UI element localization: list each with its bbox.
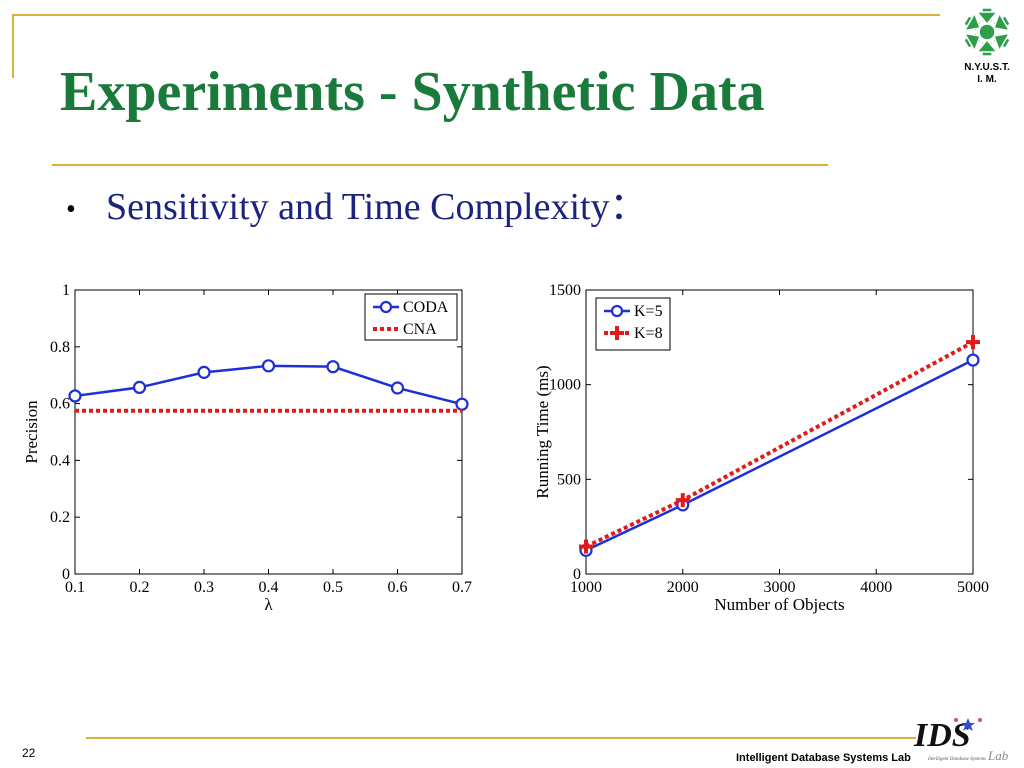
legend-box — [364, 293, 458, 341]
page-number: 22 — [22, 746, 36, 760]
logo-text-line1: N.Y.U.S.T. — [964, 62, 1010, 73]
x-tick-label: 0.6 — [388, 579, 408, 596]
title-underline — [52, 164, 828, 166]
legend-marker — [379, 300, 393, 314]
legend-marker — [610, 304, 624, 318]
ids-logo-sub: Lab — [987, 748, 1009, 763]
y-tick-label: 1 — [62, 282, 70, 299]
x-tick-label: 0.1 — [65, 579, 85, 596]
y-tick-label: 0.4 — [50, 452, 70, 469]
y-tick-label: 0.2 — [50, 509, 70, 526]
data-point — [455, 397, 469, 411]
y-axis-label: Running Time (ms) — [533, 365, 552, 498]
precision-chart: 0.1 0.2 0.3 0.4 0.5 0.6 0.7 0 0.2 0.4 0.6 0.8 1 λ Prec… — [22, 282, 472, 614]
x-tick-label: 0.3 — [194, 579, 214, 596]
data-point — [390, 381, 405, 395]
y-tick-label: 0 — [62, 566, 70, 583]
y-tick-label: 0.8 — [50, 339, 70, 356]
university-logo-label: N.Y.U.S.T. I. M. — [948, 62, 1024, 86]
x-tick-label: 0.5 — [323, 579, 343, 596]
ids-lab-logo-icon: IDS Lab Intelligent Database Systems — [913, 717, 1009, 763]
logo-text-line2: I. M. — [977, 74, 997, 85]
university-logo-icon — [962, 7, 1012, 57]
data-point — [680, 493, 685, 508]
header-rule — [12, 14, 940, 16]
star-icon — [961, 718, 975, 731]
ids-logo-letters: IDS — [913, 717, 971, 754]
footer-rule — [86, 737, 916, 739]
legend-label: K=5 — [634, 303, 663, 320]
y-tick-label: 0.6 — [50, 396, 70, 413]
data-point — [971, 335, 975, 350]
legend-marker — [615, 326, 619, 340]
data-point — [132, 380, 147, 395]
data-point — [966, 353, 980, 367]
data-point — [197, 365, 211, 379]
ids-logo-tagline: Intelligent Database Systems — [927, 757, 986, 762]
x-tick-label: 4000 — [860, 579, 892, 596]
data-point — [261, 359, 276, 373]
dot-icon — [954, 718, 958, 722]
x-axis-label: Number of Objects — [714, 595, 844, 614]
x-tick-label: 3000 — [764, 579, 796, 596]
legend-label: CNA — [403, 321, 437, 338]
legend-label: CODA — [403, 299, 449, 316]
data-point — [584, 539, 588, 554]
y-axis-label: Precision — [22, 400, 41, 464]
x-tick-label: 5000 — [957, 579, 989, 596]
running-time-chart: 1000 2000 3000 4000 5000 0 500 1000 1500 Number o… — [533, 282, 989, 614]
y-tick-label: 500 — [557, 471, 581, 488]
bullet-icon: • — [66, 194, 76, 225]
x-tick-label: 2000 — [667, 579, 699, 596]
y-tick-label: 0 — [573, 566, 581, 583]
footer-lab-name: Intelligent Database Systems Lab — [736, 752, 911, 764]
x-tick-label: 1000 — [570, 579, 602, 596]
x-tick-label: 0.4 — [259, 579, 279, 596]
legend-label: K=8 — [634, 325, 663, 342]
y-tick-label: 1000 — [549, 377, 581, 394]
slide-title: Experiments - Synthetic Data — [60, 61, 765, 123]
data-point — [68, 389, 82, 403]
dot-icon — [978, 718, 982, 722]
legend-box — [595, 297, 671, 351]
bullet-text: Sensitivity and Time Complexity： — [106, 186, 648, 228]
x-tick-label: 0.2 — [130, 579, 150, 596]
header-side-rule — [12, 14, 14, 78]
x-axis-label: λ — [264, 595, 273, 614]
y-tick-label: 1500 — [549, 282, 581, 299]
x-tick-label: 0.7 — [452, 579, 472, 596]
data-point — [326, 360, 340, 374]
